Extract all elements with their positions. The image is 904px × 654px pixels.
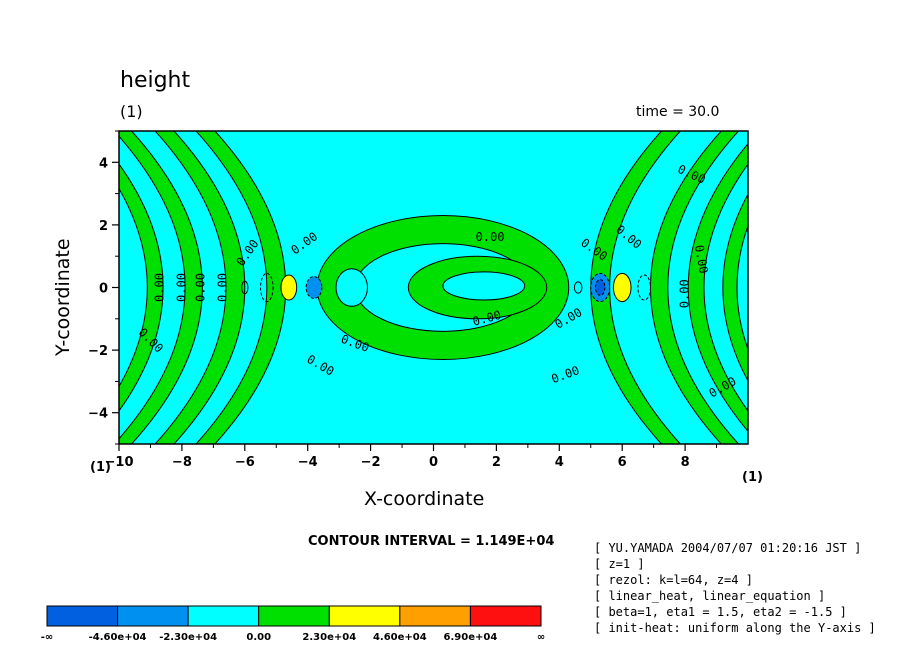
colorbar-swatch (46, 605, 119, 627)
extremum-contour (637, 274, 652, 301)
extremum-yellow-right (612, 272, 632, 303)
x-tick-label: 4 (555, 455, 564, 470)
colorbar-swatch (328, 605, 401, 627)
contour-label: 0.00 (152, 273, 166, 302)
extremum-contour (260, 272, 274, 303)
chart-subtitle: (1) (120, 102, 143, 121)
right-arc-band (590, 131, 682, 444)
y-tick-label: −4 (88, 407, 108, 422)
left-arc-band (119, 131, 203, 444)
colorbar-swatch (469, 605, 542, 627)
contour-label: 0.00 (476, 230, 505, 244)
unit-left-label: (1) (90, 460, 111, 475)
x-tick-label: 0 (429, 455, 438, 470)
extremum-yellow-left (280, 274, 298, 301)
extremum-blue-left (305, 276, 323, 299)
colorbar-label: 2.30e+04 (302, 632, 356, 643)
unit-right-label: (1) (742, 470, 763, 485)
colorbar-label: -4.60e+04 (89, 632, 147, 643)
right-arc-band (650, 131, 740, 444)
y-tick-label: 4 (99, 156, 108, 171)
x-tick-label: −6 (235, 455, 255, 470)
x-tick-label: −10 (105, 455, 134, 470)
left-arc-band (154, 131, 246, 444)
colorbar: -∞ -4.60e+04 -2.30e+04 0.00 2.30e+04 4.60e+04… (41, 605, 545, 643)
extremum-deep-right (594, 279, 606, 296)
colorbar-label: 0.00 (246, 632, 271, 643)
colorbar-swatch (187, 605, 260, 627)
info-line: [ linear_heat, linear_equation ] (594, 589, 826, 603)
left-arc-band (195, 131, 287, 444)
colorbar-swatch (258, 605, 330, 627)
info-line: [ z=1 ] (594, 557, 645, 571)
info-line: [ YU.YAMADA 2004/07/07 01:20:16 JST ] (594, 541, 862, 555)
colorbar-label: 4.60e+04 (373, 632, 427, 643)
contour-interval-label: CONTOUR INTERVAL = 1.149E+04 (308, 534, 555, 549)
contour-label: 0.00 (678, 279, 692, 308)
colorbar-label: -∞ (41, 632, 53, 643)
axis-ticks: −10 −8 −6 −4 −2 0 2 4 6 8 −4 −2 0 2 4 (88, 130, 718, 470)
chart-title: height (120, 68, 191, 93)
time-label: time = 30.0 (636, 104, 720, 120)
info-panel: [ YU.YAMADA 2004/07/07 01:20:16 JST ] [ … (594, 540, 876, 636)
x-tick-label: −8 (172, 455, 192, 470)
contour-label: 0.00 (692, 244, 711, 275)
plot-area: 0.00 0.00 0.00 0.000.000.00 0.00 0.000.000.00… (119, 131, 748, 444)
extremum-contour (573, 281, 583, 294)
colorbar-swatch (117, 605, 189, 627)
colorbar-label: 6.90e+04 (444, 632, 498, 643)
y-tick-label: 0 (99, 282, 108, 297)
x-tick-label: −2 (361, 455, 381, 470)
right-arc-band (687, 142, 748, 433)
x-tick-label: 8 (681, 455, 690, 470)
colorbar-swatch (399, 605, 471, 627)
right-arc-band (722, 193, 748, 382)
extremum-contour (241, 280, 249, 295)
left-arc-band (119, 163, 164, 412)
y-tick-label: 2 (99, 219, 108, 234)
contour-label: 0.00 (174, 273, 188, 302)
x-tick-label: 2 (492, 455, 501, 470)
x-tick-label: 6 (618, 455, 627, 470)
info-line: [ rezol: k=l=64, z=4 ] (594, 573, 753, 587)
x-tick-label: −4 (298, 455, 318, 470)
contour-label: 0.00 (193, 273, 207, 302)
center-left-hole (335, 268, 368, 307)
colorbar-label: -2.30e+04 (159, 632, 217, 643)
info-line: [ beta=1, eta1 = 1.5, eta2 = -1.5 ] (594, 605, 847, 619)
x-axis-label: X-coordinate (364, 488, 485, 510)
info-line: [ init-heat: uniform along the Y-axis ] (594, 621, 876, 635)
contour-label: 0.00 (215, 273, 229, 302)
center-core (442, 271, 526, 301)
colorbar-label: ∞ (537, 632, 545, 643)
y-tick-label: −2 (88, 344, 108, 359)
